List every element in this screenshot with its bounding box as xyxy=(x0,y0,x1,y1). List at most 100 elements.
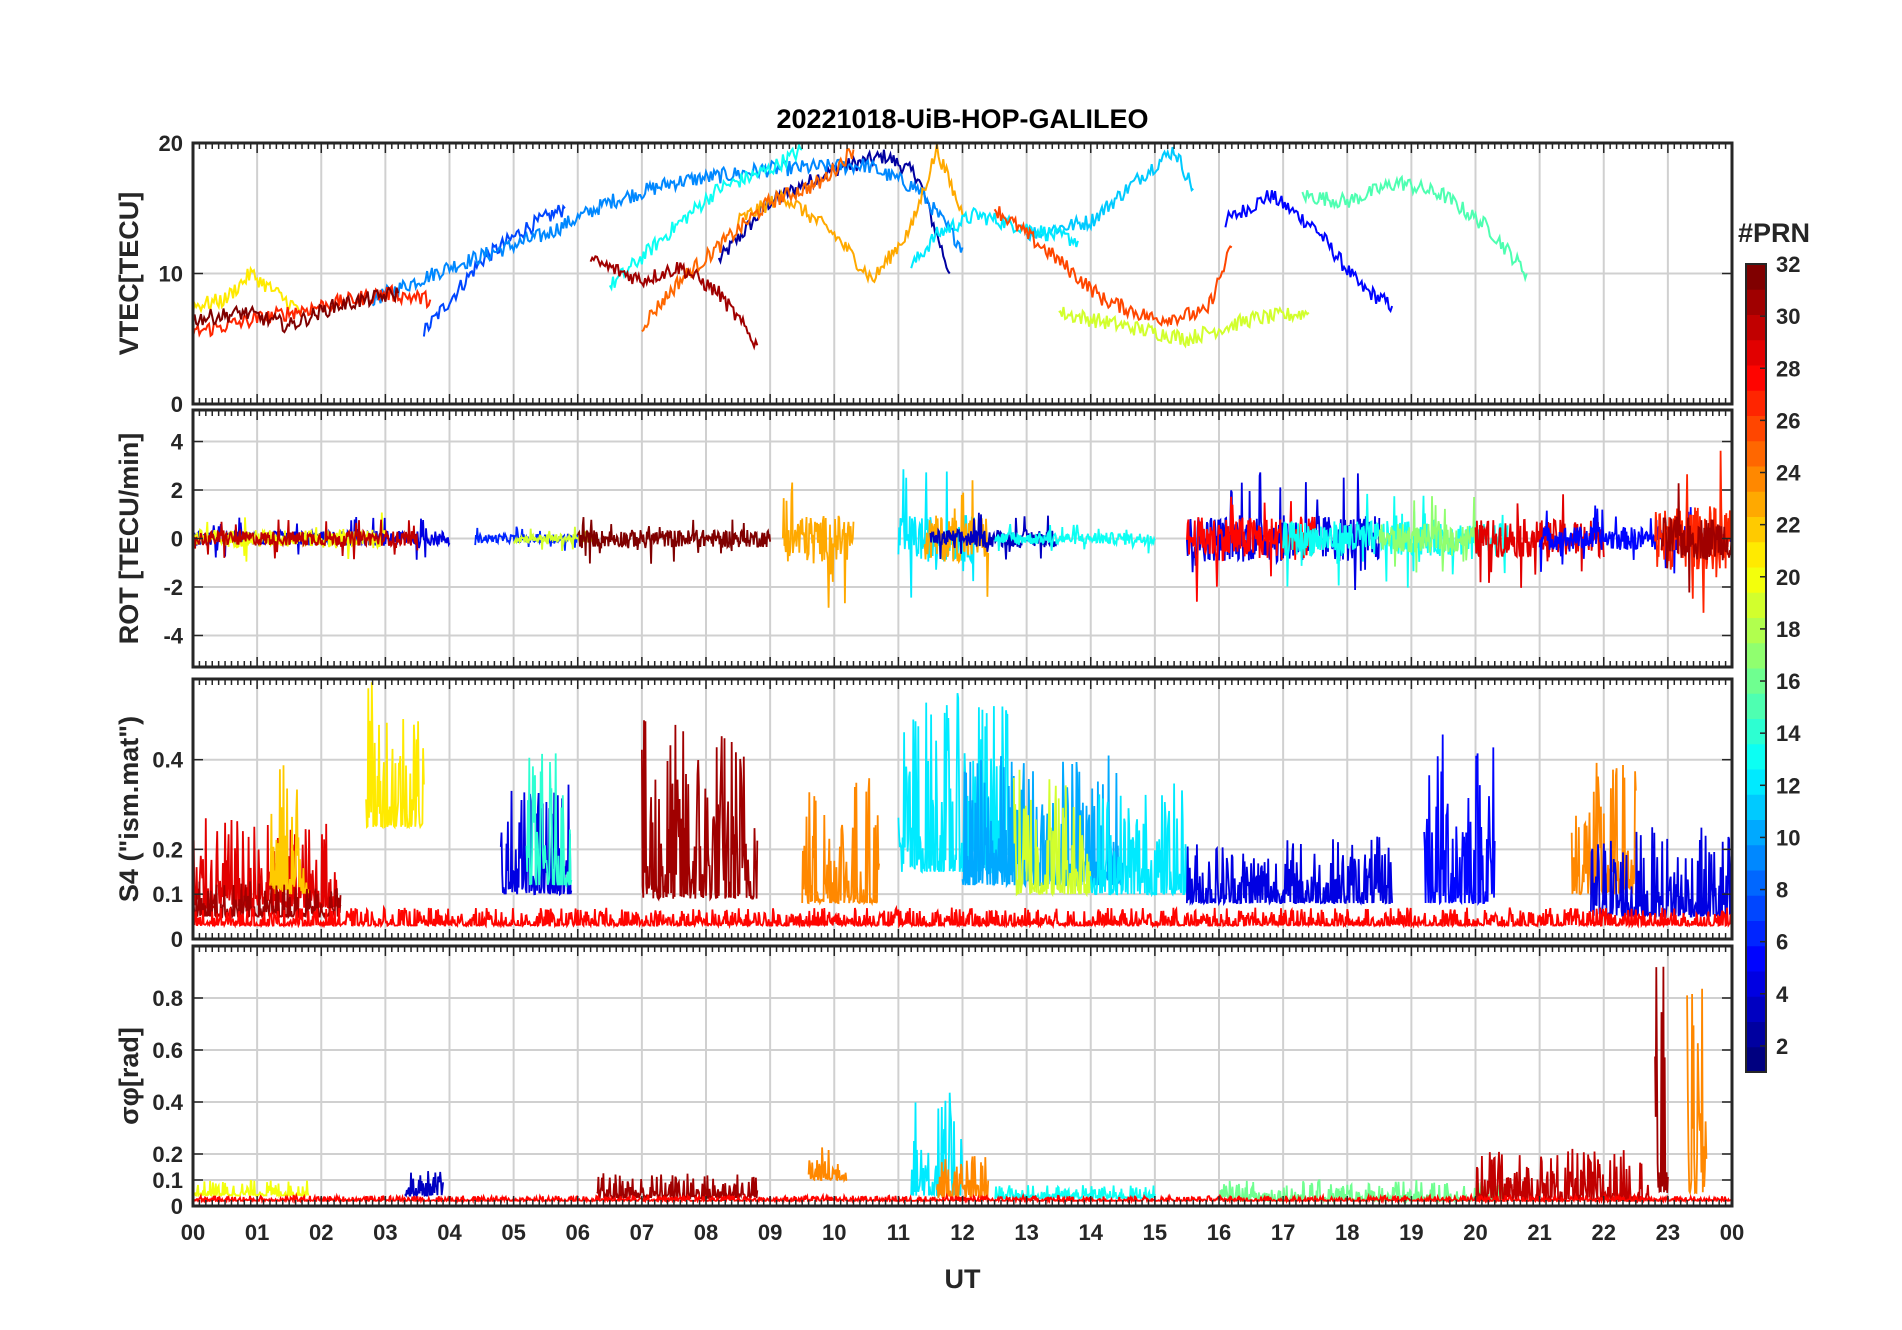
colorbar-tick-label: 4 xyxy=(1776,982,1789,1007)
y-tick-label: 0.2 xyxy=(152,837,183,862)
colorbar-tick-label: 26 xyxy=(1776,408,1800,433)
colorbar-tick-label: 6 xyxy=(1776,930,1788,955)
series-prn-13 xyxy=(608,143,803,292)
x-tick-labels: 00 01 02 03 04 05 06 07 08 09 10 11 12 13 14 15 16 17 18 19… xyxy=(181,1220,1744,1245)
panel-sigma_phi: 00.10.2 0.4 0.6 0.8 σφ[rad] xyxy=(114,944,1734,1219)
series-prn-10 xyxy=(961,755,1124,889)
series-prn-23 xyxy=(923,480,990,597)
series-prn-24 xyxy=(807,1147,848,1184)
series-prn-30 xyxy=(193,519,419,560)
y-tick-label: 0.4 xyxy=(152,748,183,773)
series-prn-19 xyxy=(1012,769,1092,898)
y-tick-label: 0 xyxy=(171,1194,183,1219)
y-tick-label: 4 xyxy=(171,430,184,455)
colorbar-step xyxy=(1746,693,1766,719)
series-prn-7 xyxy=(422,204,566,337)
y-tick-label: -2 xyxy=(163,575,183,600)
x-tick-label: 04 xyxy=(437,1220,462,1245)
y-tick-label: 0.6 xyxy=(152,1038,183,1063)
colorbar-tick-label: 20 xyxy=(1776,565,1800,590)
x-tick-label: 13 xyxy=(1014,1220,1038,1245)
ticks-sigma_phi xyxy=(192,946,1733,1207)
colorbar-tick-label: 12 xyxy=(1776,773,1800,798)
colorbar-step xyxy=(1746,743,1766,770)
series-prn-9 xyxy=(371,157,964,307)
colorbar-step xyxy=(1746,314,1766,341)
x-tick-label: 22 xyxy=(1592,1220,1616,1245)
colorbar-step xyxy=(1746,289,1766,315)
series-prn-20 xyxy=(193,1179,310,1199)
series-prn-31 xyxy=(1654,966,1669,1194)
y-tick-label: 0 xyxy=(171,527,183,552)
colorbar-tick-label: 32 xyxy=(1776,252,1800,277)
series-prn-23 xyxy=(782,482,855,608)
colorbar-step xyxy=(1746,996,1766,1022)
data-rot xyxy=(193,450,1732,613)
x-tick-label: 14 xyxy=(1079,1220,1104,1245)
x-tick-label: 07 xyxy=(630,1220,654,1245)
series-prn-12 xyxy=(910,206,1079,269)
colorbar-step xyxy=(1746,945,1766,972)
x-tick-label: 16 xyxy=(1207,1220,1231,1245)
ticks-rot xyxy=(192,410,1733,667)
colorbar-frame xyxy=(1745,263,1767,1073)
colorbar-step xyxy=(1746,642,1766,669)
colorbar-tick-label: 30 xyxy=(1776,304,1800,329)
colorbar-step xyxy=(1746,415,1766,442)
colorbar-step xyxy=(1746,794,1766,820)
colorbar-tick-label: 8 xyxy=(1776,878,1788,903)
series-prn-15 xyxy=(1301,174,1528,283)
series-prn-25 xyxy=(641,147,855,333)
series-prn-4 xyxy=(1186,836,1393,907)
series-prn-14 xyxy=(525,753,573,889)
colorbar-tick-label: 14 xyxy=(1776,721,1801,746)
y-axis-title-rot: ROT [TECU/min] xyxy=(114,433,144,644)
y-axis-title-vtec: VTEC[TECU] xyxy=(114,192,144,356)
series-prn-13 xyxy=(993,523,1156,554)
y-axis-title-s4: S4 ("ism.mat") xyxy=(114,716,144,902)
series-prn-3 xyxy=(929,512,1060,560)
y-tick-label: -4 xyxy=(163,623,183,648)
series-prn-31 xyxy=(1660,483,1732,593)
x-tick-label: 11 xyxy=(887,1220,910,1245)
series-prn-4 xyxy=(1186,472,1381,591)
colorbar-step xyxy=(1746,339,1766,366)
series-prn-24 xyxy=(1686,988,1708,1196)
y-tick-label: 0 xyxy=(171,392,183,417)
y-tick-label: 0.1 xyxy=(152,1168,183,1193)
colorbar-step xyxy=(1746,668,1766,694)
series-prn-12 xyxy=(910,1092,964,1198)
colorbar-step xyxy=(1746,1046,1766,1073)
y-tick-label: 0.4 xyxy=(152,1090,183,1115)
x-tick-label: 18 xyxy=(1335,1220,1359,1245)
figure-title: 20221018-UiB-HOP-GALILEO xyxy=(776,104,1148,134)
colorbar-step xyxy=(1746,390,1766,416)
x-tick-label: 17 xyxy=(1271,1220,1295,1245)
series-prn-5 xyxy=(1423,734,1496,907)
colorbar-step xyxy=(1746,718,1766,745)
colorbar-step xyxy=(1746,491,1766,517)
colorbar-step xyxy=(1746,541,1766,568)
ticks-s4 xyxy=(192,679,1733,940)
x-tick-label: 10 xyxy=(822,1220,846,1245)
x-tick-label: 00 xyxy=(181,1220,205,1245)
x-tick-label: 23 xyxy=(1656,1220,1680,1245)
series-prn-27 xyxy=(193,283,432,338)
series-prn-28 xyxy=(193,904,1732,930)
x-tick-label: 05 xyxy=(501,1220,525,1245)
colorbar-step xyxy=(1746,264,1766,290)
y-tick-label: 0.2 xyxy=(152,1142,183,1167)
colorbar-step xyxy=(1746,920,1766,947)
colorbar-step xyxy=(1746,592,1766,618)
colorbar-step xyxy=(1746,895,1766,921)
data-vtec xyxy=(193,143,1528,351)
data-s4 xyxy=(193,682,1732,930)
colorbar-tick-label: 18 xyxy=(1776,617,1800,642)
y-tick-label: 0 xyxy=(171,927,183,952)
series-prn-19 xyxy=(1058,306,1310,349)
series-prn-32 xyxy=(193,286,400,334)
y-tick-label: 2 xyxy=(171,478,183,503)
colorbar-step xyxy=(1746,844,1766,871)
panel-vtec: 0 10 20 VTEC[TECU] xyxy=(114,131,1734,417)
